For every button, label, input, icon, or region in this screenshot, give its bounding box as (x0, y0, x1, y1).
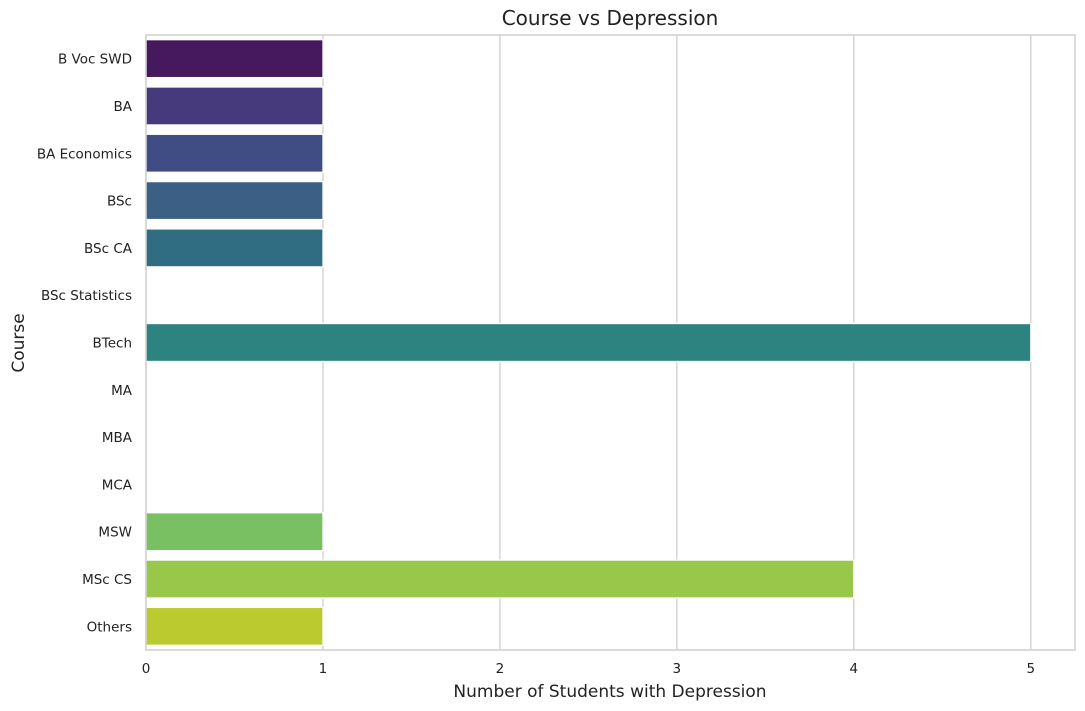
plot-frame (145, 34, 1076, 651)
x-tick-label: 3 (673, 661, 682, 677)
y-tick-label: MBA (102, 430, 133, 446)
y-tick-label: BA Economics (37, 146, 132, 162)
y-tick-label: BTech (93, 336, 133, 352)
bar (145, 606, 324, 646)
bars (145, 39, 1032, 646)
x-tick-label: 4 (850, 661, 859, 677)
y-tick-label: MCA (102, 477, 133, 493)
x-axis-label: Number of Students with Depression (453, 682, 766, 702)
bar (145, 322, 1032, 363)
x-tick-label: 0 (142, 661, 151, 677)
y-tick-label: MSc CS (82, 572, 132, 588)
y-tick-label: MSW (98, 525, 132, 541)
bar (145, 86, 324, 126)
y-tick-label: MA (111, 383, 133, 399)
bar (145, 512, 324, 552)
y-tick-labels: B Voc SWD BA BA Economics BSc BSc CA BSc Stat… (37, 52, 133, 636)
y-tick-label: Others (87, 619, 132, 635)
bar (145, 228, 324, 268)
x-tick-label: 2 (496, 661, 505, 677)
x-tick-label: 1 (319, 661, 328, 677)
y-tick-label: B Voc SWD (58, 52, 132, 68)
y-axis-label: Course (9, 313, 29, 372)
bar (145, 559, 855, 599)
y-tick-label: BSc CA (84, 241, 133, 257)
bar (145, 133, 324, 173)
chart-title: Course vs Depression (502, 6, 719, 30)
bar (145, 181, 324, 221)
y-tick-label: BSc Statistics (41, 288, 132, 304)
bar (145, 39, 324, 79)
x-tick-labels: 0 1 2 3 4 5 (142, 661, 1035, 677)
y-tick-label: BSc (107, 194, 132, 210)
y-tick-label: BA (114, 99, 133, 115)
x-tick-label: 5 (1026, 661, 1035, 677)
